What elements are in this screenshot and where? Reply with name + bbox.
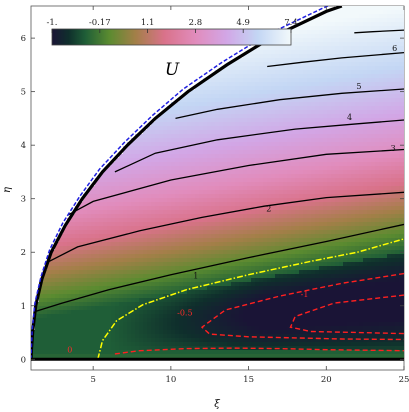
contour-solid-1 <box>47 191 404 263</box>
contour-label-neg-2: -1 <box>301 290 309 299</box>
x-tick-label: 25 <box>399 375 409 385</box>
contour-labels: 1 2 3 4 5 6 -0.5 -1 0 <box>67 44 397 355</box>
domain-boundary <box>31 6 404 361</box>
contour-label-1: 2 <box>266 204 271 213</box>
y-axis-label: η <box>2 187 13 193</box>
contour-solid-6 <box>354 29 404 34</box>
contour-dashed-0 <box>114 347 404 355</box>
contour-solid-4 <box>175 88 404 120</box>
contour-label-2: 3 <box>391 144 396 153</box>
boundary-dashed <box>31 6 330 360</box>
colorbar-symbol: U <box>165 60 180 80</box>
contour-dashed-2 <box>289 294 404 335</box>
colorbar-tick-label: -0.17 <box>89 18 111 28</box>
colorbar-ticks: -1. -0.17 1.1 2.8 4.9 7.4 <box>47 18 298 33</box>
contour-label-4: 5 <box>356 82 361 91</box>
contour-solid-2 <box>67 148 404 216</box>
colorbar-tick-label: 4.9 <box>236 18 250 28</box>
y-axis: 0 1 2 3 4 5 6 <box>21 34 404 365</box>
contour-label-zero: 0 <box>67 346 72 355</box>
colorbar-tick-label: 7.4 <box>284 18 298 28</box>
contour-label-0: 1 <box>193 271 198 280</box>
contour-solid-3 <box>114 119 404 173</box>
colorbar-bar <box>51 28 292 46</box>
contour-label-3: 4 <box>347 113 352 122</box>
x-axis: 5 10 15 20 25 <box>90 6 409 385</box>
x-tick-label: 5 <box>90 375 95 385</box>
heatmap-field <box>31 6 404 359</box>
y-tick-label: 3 <box>21 195 26 205</box>
x-tick-label: 10 <box>165 375 176 385</box>
y-tick-label: 1 <box>21 302 26 312</box>
colorbar-tick-label: 1.1 <box>141 18 155 28</box>
contour-label-neg-1: -0.5 <box>177 309 192 318</box>
y-tick-label: 5 <box>21 88 26 98</box>
x-tick-label: 20 <box>321 375 332 385</box>
colorbar-tick-label: -1. <box>47 18 58 28</box>
y-tick-label: 4 <box>21 141 26 151</box>
contour-zero <box>97 238 404 360</box>
colorbar-tick-label: 2.8 <box>189 18 203 28</box>
colorbar: -1. -0.17 1.1 2.8 4.9 7.4 U <box>47 18 298 80</box>
contour-dashed-1 <box>200 272 404 341</box>
x-tick-label: 15 <box>243 375 254 385</box>
contour-solid-5 <box>267 51 404 68</box>
y-tick-label: 2 <box>21 248 26 258</box>
boundary-solid <box>31 6 343 360</box>
contour-solid-0 <box>36 223 404 312</box>
x-axis-label: ξ <box>214 399 220 410</box>
y-tick-label: 6 <box>21 34 26 44</box>
contour-lines <box>36 29 404 360</box>
y-tick-label: 0 <box>21 355 26 365</box>
contour-label-5: 6 <box>392 44 397 53</box>
